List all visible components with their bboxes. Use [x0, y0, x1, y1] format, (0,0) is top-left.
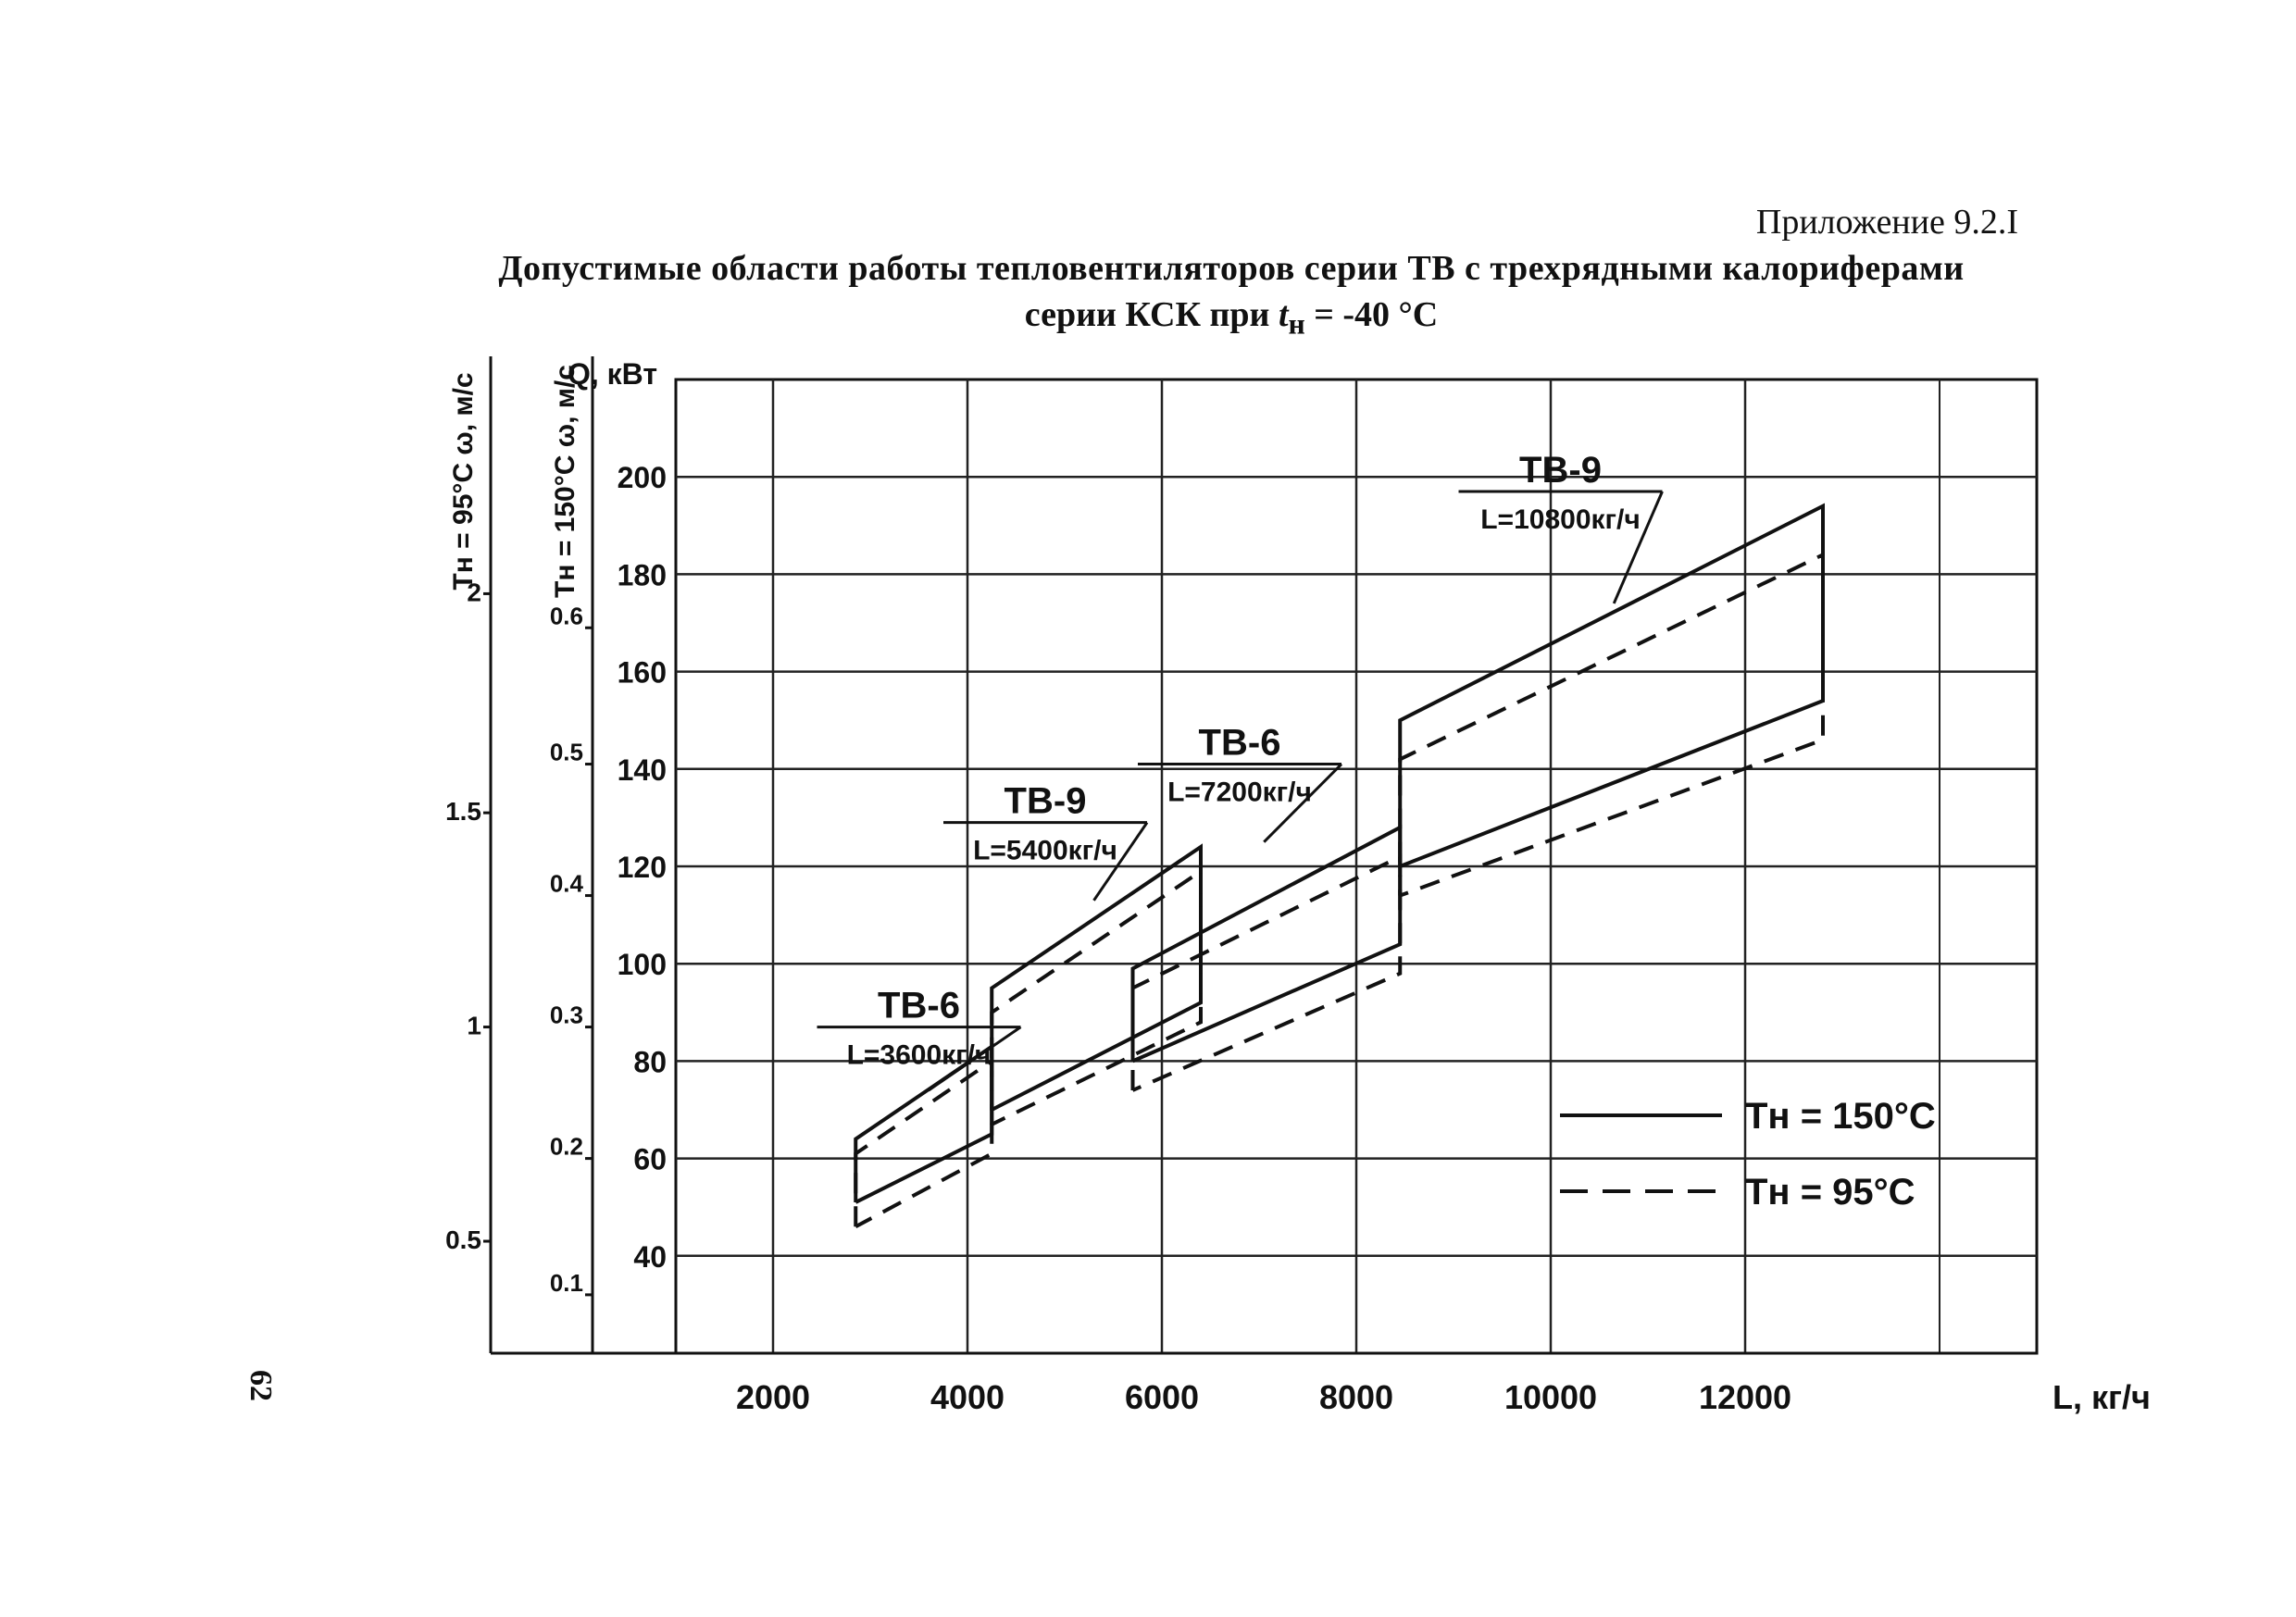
region-leader-line — [1092, 821, 1149, 902]
region-note-label: L=3600кг/ч — [847, 1040, 992, 1071]
axes — [483, 356, 2037, 1355]
region-note-label: L=5400кг/ч — [973, 836, 1117, 866]
y-tick-label: 80 — [633, 1045, 667, 1078]
region-leader-line — [1263, 763, 1343, 843]
region-solid-boundary — [1398, 503, 1825, 868]
region-solid-boundary — [990, 843, 1203, 1112]
grid — [674, 378, 2039, 1355]
chart-title-line2: серии КСК при tн = -40 °C — [741, 294, 1722, 342]
region-name-label: ТВ-9 — [1519, 450, 1602, 491]
axis3-tick-label: 2 — [467, 578, 481, 606]
legend: Тн = 150°C Тн = 95°C — [1560, 1096, 1936, 1213]
region-name-label: ТВ-6 — [878, 986, 960, 1026]
axis3-tick-label: 1.5 — [445, 797, 481, 826]
axis2-tick-label: 0.3 — [550, 1001, 583, 1029]
region-dashed-boundary — [1398, 552, 1825, 898]
x-tick-label: 8000 — [1319, 1378, 1393, 1416]
y-tick-label: 100 — [618, 948, 667, 981]
axis3-tick-label: 0.5 — [445, 1225, 481, 1254]
x-tick-label: 4000 — [930, 1378, 1004, 1416]
y-tick-label: 40 — [633, 1240, 667, 1274]
title-text: серии КСК при — [1024, 295, 1270, 334]
title-symbol: tн — [1278, 295, 1305, 341]
axis2-tick-label: 0.6 — [550, 602, 583, 629]
y-tick-label: 120 — [618, 851, 667, 884]
legend-label: Тн = 95°C — [1745, 1172, 1915, 1213]
axis2-tick-label: 0.1 — [550, 1269, 583, 1297]
appendix-label: Приложение 9.2.I — [1755, 203, 2018, 242]
region-dashed-boundary — [990, 867, 1203, 1126]
chart-title-line1: Допустимые области работы тепловентилято… — [498, 249, 1965, 288]
y-tick-label: 160 — [618, 656, 667, 690]
y-tick-label: 180 — [618, 558, 667, 591]
y-tick-label: 200 — [618, 461, 667, 494]
x-tick-label: 10000 — [1504, 1378, 1597, 1416]
region-solid-boundary — [1130, 824, 1403, 1063]
title-value: = -40 °C — [1314, 295, 1439, 334]
region-name-label: ТВ-6 — [1199, 723, 1281, 764]
axis2-tick-label: 0.4 — [550, 870, 584, 898]
y-tick-label: 60 — [633, 1143, 667, 1176]
y-tick-label: 140 — [618, 753, 667, 787]
x-tick-label: 2000 — [736, 1378, 810, 1416]
axis3-label: Тн = 95°C ω, м/с — [448, 372, 479, 590]
labels: 2000 4000 6000 8000 10000 12000 40 60 80 100 120 14… — [445, 357, 2151, 1416]
axis2-tick-label: 0.5 — [550, 739, 583, 766]
region-dashed-boundary — [1130, 853, 1403, 1092]
region-leader-line — [928, 1026, 1022, 1092]
axis3-tick-label: 1 — [467, 1012, 481, 1040]
axis2-label: Тн = 150°C ω, м/с — [550, 365, 580, 598]
x-tick-label: 12000 — [1699, 1378, 1791, 1416]
legend-label: Тн = 150°C — [1745, 1096, 1936, 1137]
region-name-label: ТВ-9 — [1004, 781, 1087, 822]
y-axis-label: Q, кВт — [568, 357, 657, 391]
region-note-label: L=10800кг/ч — [1480, 504, 1641, 535]
region-leader-line — [1612, 491, 1664, 604]
axis2-tick-label: 0.2 — [550, 1133, 583, 1161]
region-note-label: L=7200кг/ч — [1167, 777, 1312, 808]
x-tick-label: 6000 — [1125, 1378, 1199, 1416]
x-axis-label: L, кг/ч — [2053, 1378, 2151, 1416]
